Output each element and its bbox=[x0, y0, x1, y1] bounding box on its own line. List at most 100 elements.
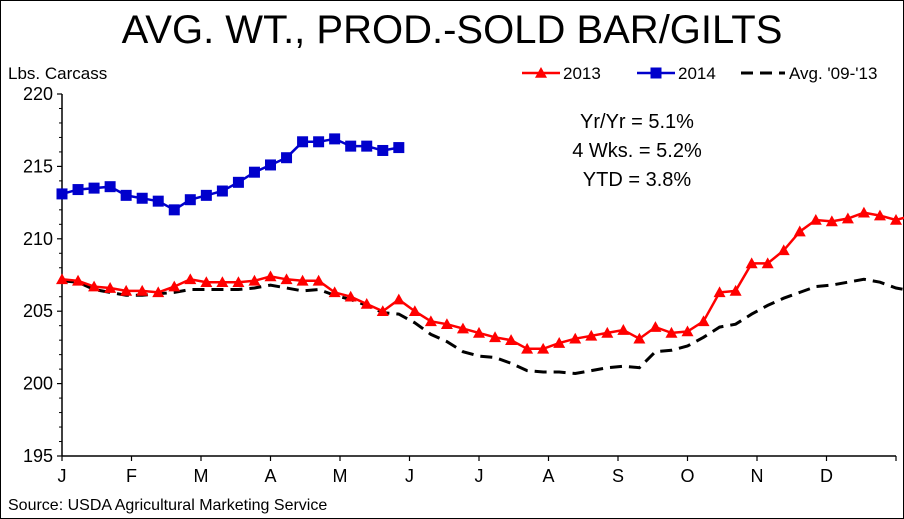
y-tick-label: 195 bbox=[23, 446, 53, 466]
legend-marker bbox=[650, 67, 662, 79]
data-point-2013 bbox=[489, 331, 502, 343]
data-point-2014 bbox=[248, 166, 260, 178]
series-line-2014 bbox=[61, 137, 400, 212]
data-point-2013 bbox=[184, 273, 197, 285]
data-point-2014 bbox=[104, 181, 116, 193]
data-point-2014 bbox=[200, 189, 212, 201]
data-point-2013 bbox=[392, 293, 405, 305]
data-point-2013 bbox=[264, 270, 277, 282]
data-point-2013 bbox=[312, 274, 325, 286]
data-point-2013 bbox=[232, 276, 245, 288]
y-axis-label: Lbs. Carcass bbox=[8, 64, 107, 83]
data-point-2013 bbox=[152, 286, 165, 298]
data-point-2013 bbox=[216, 276, 229, 288]
x-tick-label: S bbox=[612, 466, 624, 486]
data-point-2013 bbox=[248, 274, 261, 286]
data-point-2013 bbox=[408, 305, 421, 316]
series-line-avg bbox=[61, 277, 904, 376]
data-point-2014 bbox=[168, 204, 180, 216]
data-point-2013 bbox=[553, 337, 566, 348]
data-point-2013 bbox=[200, 276, 213, 288]
legend-item: 2013 bbox=[522, 64, 601, 83]
legend-item: Avg. '09-'13 bbox=[741, 64, 877, 83]
series-2014 bbox=[56, 133, 405, 216]
data-point-2013 bbox=[344, 290, 357, 302]
x-tick-label: A bbox=[264, 466, 276, 486]
data-point-2013 bbox=[72, 274, 85, 286]
data-point-2013 bbox=[777, 244, 790, 256]
data-point-2013 bbox=[585, 329, 598, 341]
data-point-2013 bbox=[697, 315, 710, 327]
data-point-2013 bbox=[136, 284, 149, 296]
data-point-2014 bbox=[329, 133, 341, 145]
data-point-2013 bbox=[473, 326, 485, 338]
data-point-2013 bbox=[841, 212, 854, 224]
data-point-2014 bbox=[393, 142, 405, 154]
data-point-2013 bbox=[56, 273, 68, 285]
data-point-2014 bbox=[184, 194, 196, 206]
x-tick-label: O bbox=[680, 466, 694, 486]
data-point-2014 bbox=[136, 192, 148, 204]
data-point-2013 bbox=[633, 332, 646, 344]
data-point-2014 bbox=[56, 188, 68, 200]
plot-area bbox=[56, 133, 904, 376]
data-point-2013 bbox=[569, 332, 582, 344]
data-point-2013 bbox=[873, 209, 886, 221]
annotation-yr-yr: Yr/Yr = 5.1% bbox=[580, 111, 694, 133]
x-tick-label: J bbox=[405, 466, 414, 486]
data-point-2014 bbox=[232, 176, 244, 188]
data-point-2014 bbox=[345, 140, 357, 152]
data-point-2013 bbox=[729, 284, 742, 296]
data-point-2014 bbox=[120, 189, 132, 201]
data-point-2014 bbox=[216, 185, 228, 197]
annotation-4-wks: 4 Wks. = 5.2% bbox=[572, 140, 702, 162]
data-point-2013 bbox=[376, 305, 389, 316]
legend-item: 2014 bbox=[637, 64, 716, 83]
source-note: Source: USDA Agricultural Marketing Serv… bbox=[8, 497, 327, 514]
stats-annotation: Yr/Yr = 5.1% 4 Wks. = 5.2% YTD = 3.8% bbox=[572, 111, 702, 191]
data-point-2013 bbox=[617, 324, 630, 335]
data-point-2013 bbox=[505, 334, 518, 345]
y-tick-label: 200 bbox=[23, 374, 53, 394]
data-point-2013 bbox=[104, 282, 117, 293]
y-tick-label: 210 bbox=[23, 229, 53, 249]
data-point-2013 bbox=[424, 315, 437, 327]
data-point-2013 bbox=[825, 215, 838, 227]
x-tick-label: F bbox=[126, 466, 137, 486]
x-tick-label: J bbox=[475, 466, 484, 486]
annotation-ytd: YTD = 3.8% bbox=[583, 169, 692, 191]
legend-label: 2014 bbox=[678, 64, 716, 83]
data-point-2014 bbox=[72, 184, 84, 196]
data-point-2013 bbox=[890, 213, 902, 225]
series-avg-09-13 bbox=[61, 277, 904, 376]
y-tick-label: 220 bbox=[23, 84, 53, 104]
data-point-2013 bbox=[280, 273, 293, 285]
data-point-2014 bbox=[361, 140, 373, 152]
y-tick-label: 205 bbox=[23, 301, 53, 321]
data-point-2013 bbox=[601, 326, 614, 338]
data-point-2013 bbox=[761, 257, 774, 269]
data-point-2013 bbox=[456, 322, 469, 334]
data-point-2014 bbox=[88, 182, 100, 194]
data-point-2013 bbox=[793, 225, 806, 237]
data-point-2013 bbox=[537, 342, 550, 354]
data-point-2014 bbox=[313, 136, 325, 148]
axes: 195 200 205 210 215 220 J F M A M J J A S O N D bbox=[23, 84, 897, 486]
data-point-2013 bbox=[649, 321, 662, 332]
legend-marker bbox=[535, 67, 547, 78]
data-point-2013 bbox=[168, 280, 181, 292]
data-point-2013 bbox=[713, 286, 726, 298]
x-tick-label: N bbox=[751, 466, 764, 486]
data-point-2013 bbox=[440, 318, 453, 330]
data-point-2013 bbox=[521, 342, 534, 354]
x-tick-label: M bbox=[194, 466, 209, 486]
x-tick-label: M bbox=[333, 466, 348, 486]
legend: 2013 2014 Avg. '09-'13 bbox=[522, 64, 877, 83]
x-tick-label: J bbox=[58, 466, 67, 486]
legend-label: 2013 bbox=[563, 64, 601, 83]
data-point-2013 bbox=[809, 213, 822, 225]
data-point-2013 bbox=[665, 326, 678, 338]
data-point-2013 bbox=[745, 257, 758, 269]
